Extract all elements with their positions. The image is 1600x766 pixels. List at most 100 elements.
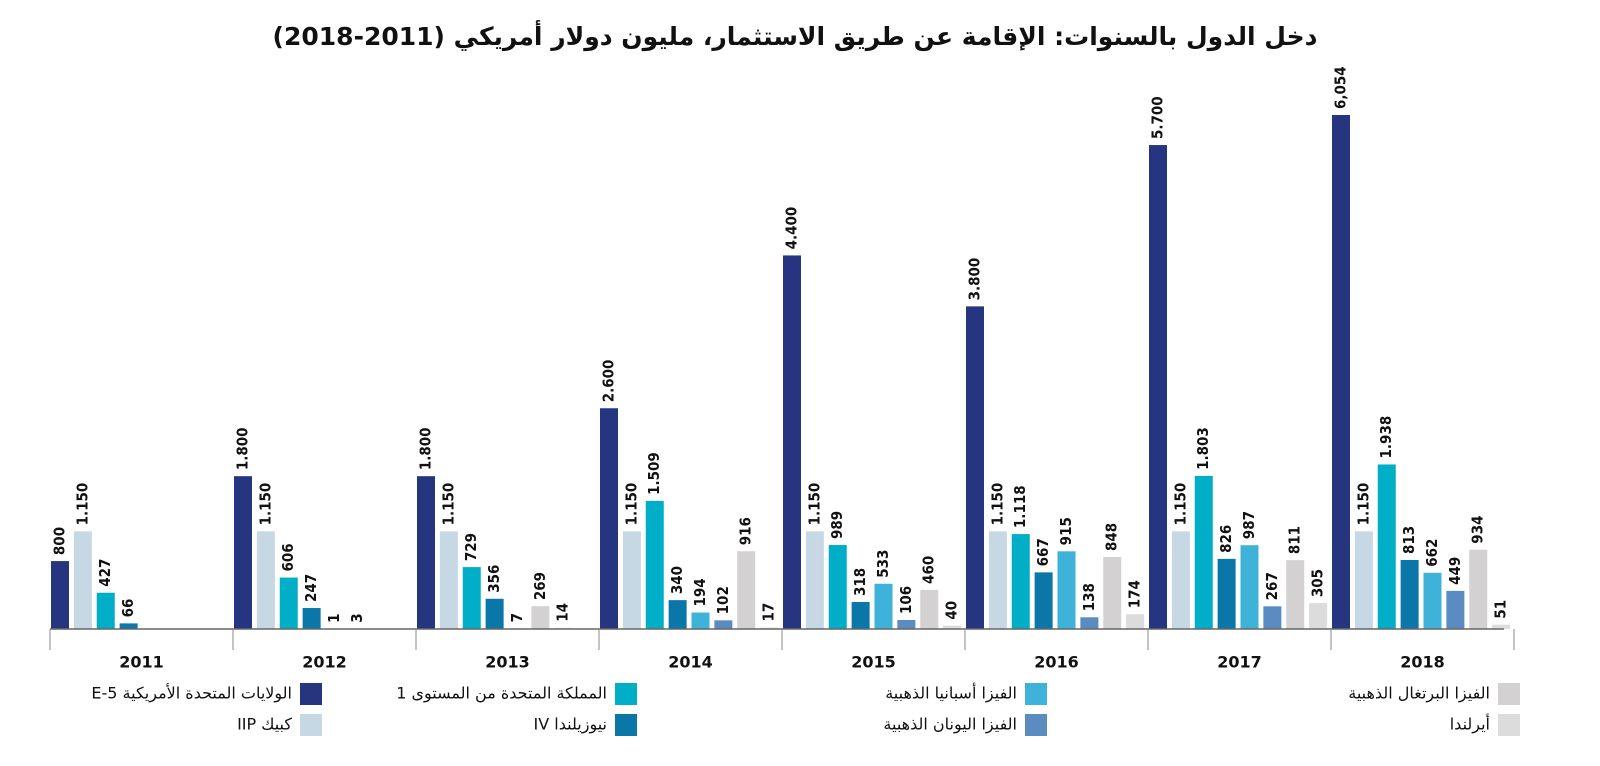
- bar: [1034, 572, 1053, 629]
- bar: [828, 545, 847, 629]
- value-label: 1.150: [256, 483, 274, 526]
- bar: [417, 476, 435, 629]
- value-label: 174: [1126, 580, 1144, 608]
- value-label: 3: [348, 613, 366, 622]
- value-label: 51: [1492, 600, 1510, 619]
- value-label: 17: [760, 603, 778, 622]
- value-label: 533: [874, 550, 892, 578]
- legend-label: المملكة المتحدة من المستوى 1: [396, 684, 607, 704]
- value-label: 1.800: [417, 427, 435, 470]
- value-label: 1.150: [1354, 483, 1372, 526]
- bar: [1377, 464, 1396, 629]
- value-label: 1.150: [988, 483, 1006, 526]
- bar: [1149, 145, 1167, 630]
- bar: [1469, 549, 1488, 629]
- bar: [119, 623, 138, 629]
- x-tick-label: 2016: [1034, 653, 1079, 672]
- bar: [874, 583, 893, 629]
- value-label: 102: [714, 586, 732, 614]
- value-label: 1.150: [73, 483, 91, 526]
- bar: [1400, 559, 1419, 629]
- value-label: 66: [119, 599, 137, 618]
- value-label: 606: [279, 543, 297, 571]
- bar: [1194, 475, 1213, 629]
- legend-swatch: [615, 714, 637, 736]
- value-label: 6,054: [1332, 66, 1350, 109]
- value-label: 3.800: [966, 258, 984, 301]
- value-label: 662: [1423, 539, 1441, 567]
- bar: [234, 476, 252, 629]
- chart-title: دخل الدول بالسنوات: الإقامة عن طريق الاس…: [273, 20, 1318, 52]
- bar: [73, 531, 92, 629]
- x-tick-label: 2017: [1217, 653, 1262, 672]
- bar: [1103, 557, 1122, 629]
- bar: [1309, 603, 1328, 629]
- value-label: 267: [1263, 572, 1281, 600]
- value-label: 356: [485, 565, 503, 593]
- value-label: 1: [325, 614, 343, 623]
- value-label: 729: [462, 533, 480, 561]
- bar: [600, 408, 618, 629]
- x-tick-label: 2011: [119, 653, 164, 672]
- value-label: 813: [1400, 526, 1418, 554]
- value-label: 1.118: [1011, 485, 1029, 528]
- value-label: 826: [1217, 525, 1235, 553]
- x-tick-label: 2018: [1400, 653, 1445, 672]
- value-label: 1.150: [439, 483, 457, 526]
- value-label: 848: [1103, 523, 1121, 551]
- value-label: 1.938: [1377, 416, 1395, 459]
- bar: [920, 589, 939, 629]
- value-label: 1.150: [805, 483, 823, 526]
- bar: [668, 600, 687, 629]
- value-label: 427: [96, 559, 114, 587]
- bar: [256, 531, 275, 629]
- bar: [645, 500, 664, 629]
- value-label: 987: [1240, 511, 1258, 539]
- bar: [783, 255, 801, 629]
- bar: [485, 598, 504, 629]
- bar: [1011, 534, 1030, 629]
- bar: [1446, 590, 1465, 629]
- value-label: 14: [554, 603, 572, 622]
- bar: [1332, 115, 1350, 629]
- bar: [1423, 572, 1442, 629]
- bar: [302, 608, 321, 629]
- bar: [897, 620, 916, 629]
- legend-swatch: [300, 714, 322, 736]
- bar: [1171, 531, 1190, 629]
- value-label: 811: [1286, 526, 1304, 554]
- x-tick-label: 2013: [485, 653, 530, 672]
- legend-swatch: [300, 683, 322, 705]
- legend-swatch: [1498, 714, 1520, 736]
- value-label: 138: [1080, 583, 1098, 611]
- value-label: 5.700: [1149, 96, 1167, 139]
- bar: [988, 531, 1007, 629]
- legend-label: الفيزا أسبانيا الذهبية: [885, 683, 1017, 704]
- value-label: 194: [691, 578, 709, 606]
- x-tick-label: 2014: [668, 653, 713, 672]
- value-label: 915: [1057, 517, 1075, 545]
- value-label: 340: [668, 566, 686, 594]
- bar: [531, 606, 550, 629]
- bar: [714, 620, 733, 629]
- value-label: 1.150: [1171, 483, 1189, 526]
- bar: [1354, 531, 1373, 629]
- value-label: 247: [302, 574, 320, 602]
- legend-swatch: [1498, 683, 1520, 705]
- legend-label: الولايات المتحدة الأمريكية E-5: [91, 683, 292, 704]
- bar: [1492, 624, 1511, 629]
- bar: [943, 625, 962, 629]
- value-label: 449: [1446, 557, 1464, 585]
- x-tick-label: 2015: [851, 653, 896, 672]
- bar: [691, 612, 710, 629]
- bar: [1080, 617, 1099, 629]
- bar: [1240, 545, 1259, 629]
- value-label: 318: [851, 568, 869, 596]
- bar: [439, 531, 458, 629]
- value-label: 2.600: [600, 360, 618, 403]
- bar: [966, 306, 984, 629]
- value-label: 106: [897, 586, 915, 614]
- bar: [622, 531, 641, 629]
- bar: [1217, 558, 1236, 629]
